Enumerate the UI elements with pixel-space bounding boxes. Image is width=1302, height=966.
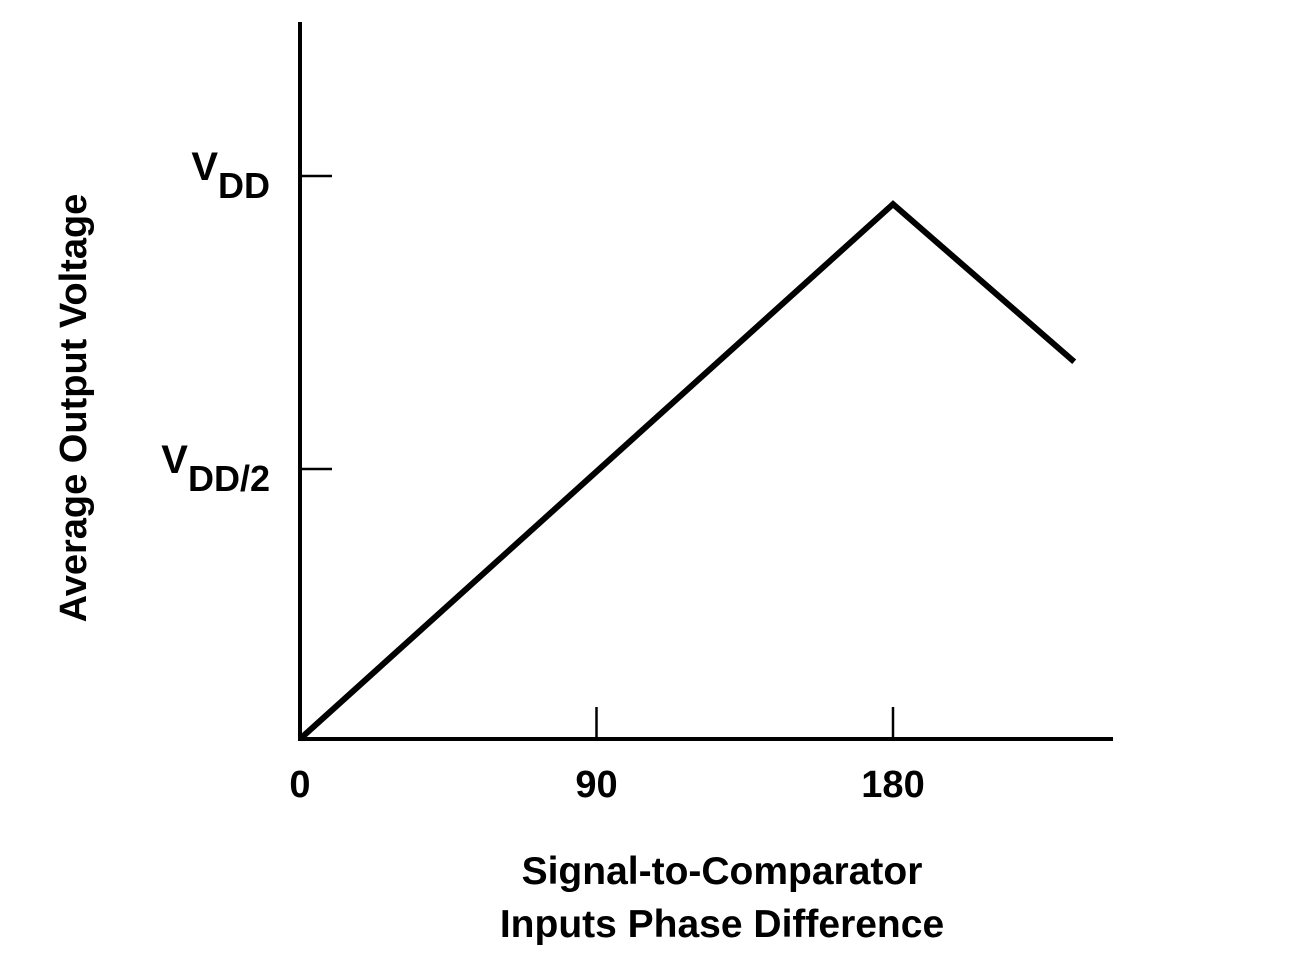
y-tick-label: VDD/2: [161, 438, 270, 499]
x-tick-label: 90: [575, 764, 617, 806]
x-axis-label-line-1: Signal-to-Comparator: [522, 850, 923, 893]
x-tick-label: 180: [861, 764, 924, 806]
x-axis-label-line-2: Inputs Phase Difference: [500, 903, 944, 946]
y-axis-label: Average Output Voltage: [53, 194, 95, 623]
series-line: [297, 200, 1077, 742]
y-tick-label: VDD: [191, 145, 270, 206]
x-tick-label: 0: [289, 764, 310, 806]
